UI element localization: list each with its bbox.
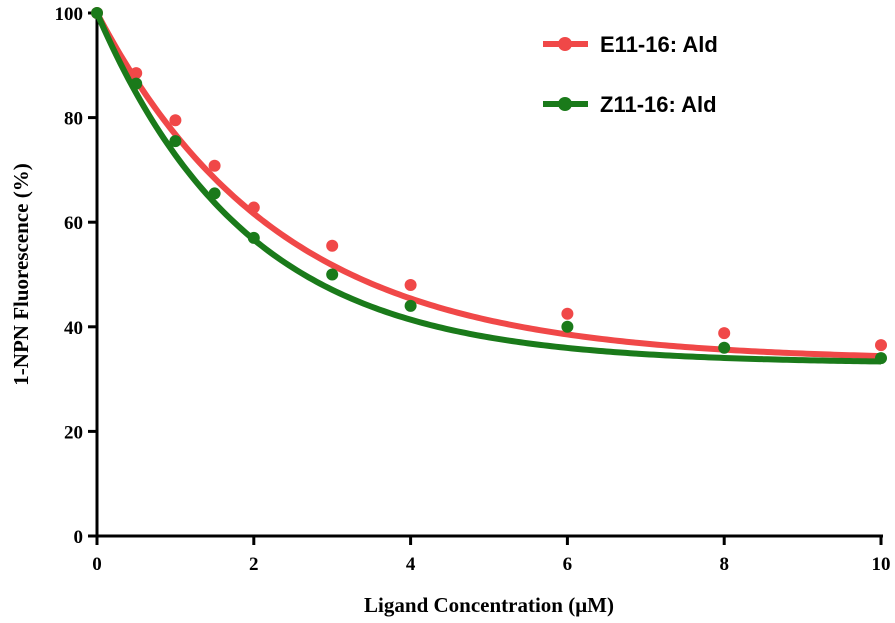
x-axis-title: Ligand Concentration (μM)	[364, 593, 614, 617]
series-2-point	[875, 352, 887, 365]
series-1-point	[326, 239, 339, 252]
series-2-point	[130, 77, 143, 90]
legend-swatch-marker	[558, 37, 572, 51]
x-tick-label: 6	[563, 554, 573, 575]
legend-label: E11-16: Ald	[600, 32, 718, 57]
legend: E11-16: Ald Z11-16: Ald	[543, 32, 718, 117]
series-2-fit-line	[94, 11, 882, 365]
axes: 0 20 40 60 80 100 0 2 4 6 8 10	[55, 4, 891, 575]
series-1-point	[404, 278, 417, 291]
y-tick-label: 40	[64, 318, 83, 339]
y-tick-label: 20	[64, 422, 83, 443]
series-1-fit-line	[94, 11, 882, 360]
series-1-point	[169, 114, 182, 127]
series-2-point	[247, 231, 260, 244]
legend-item-2: Z11-16: Ald	[543, 92, 717, 117]
x-tick-label: 4	[406, 554, 416, 575]
series-1-point	[561, 307, 574, 320]
series-1-point	[875, 339, 887, 352]
legend-label: Z11-16: Ald	[600, 92, 717, 117]
x-tick-label: 2	[249, 554, 259, 575]
x-tick-label: 10	[872, 554, 891, 575]
series-2-point	[326, 268, 339, 281]
series-2-point	[91, 7, 103, 19]
series-2	[91, 7, 887, 365]
series-2-point	[169, 135, 182, 148]
series-2-point	[208, 187, 221, 200]
x-tick-label: 8	[719, 554, 729, 575]
series-1-point	[130, 67, 143, 80]
series-layer	[91, 7, 887, 365]
series-1-point	[718, 327, 731, 340]
legend-swatch-marker	[558, 97, 572, 111]
series-1-point	[208, 159, 221, 172]
y-tick-label: 80	[64, 109, 83, 130]
y-tick-label: 0	[74, 527, 84, 548]
series-1-point	[247, 201, 260, 214]
y-tick-label: 100	[55, 4, 84, 25]
series-2-point	[404, 299, 417, 312]
series-1	[91, 7, 887, 360]
series-2-point	[561, 320, 574, 333]
legend-item-1: E11-16: Ald	[543, 32, 718, 57]
y-tick-label: 60	[64, 213, 83, 234]
x-tick-label: 0	[92, 554, 102, 575]
series-2-point	[718, 341, 731, 354]
y-axis-title: 1-NPN Fluorescence (%)	[9, 163, 33, 385]
